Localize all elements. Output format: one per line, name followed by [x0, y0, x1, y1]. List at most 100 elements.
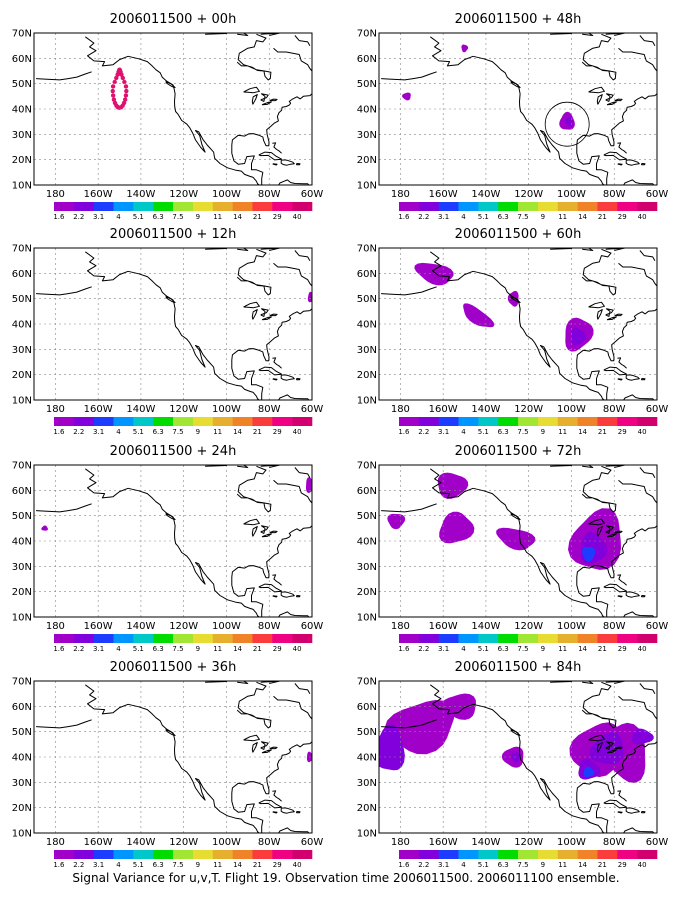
observation-point	[115, 72, 120, 77]
colorbar-swatch	[153, 417, 174, 426]
colorbar-label: 6.3	[153, 861, 164, 869]
lon-tick-label: 160W	[429, 837, 458, 848]
colorbar: 1.6 2.2 3.1 4 5.1 6.3 7.5 9 11 14 21 29 40	[398, 850, 658, 869]
colorbar-label: 3.1	[438, 645, 449, 653]
lat-tick-label: 60N	[357, 486, 377, 497]
colorbar-label: 14	[233, 213, 242, 221]
colorbar-swatch	[637, 417, 658, 426]
colorbar-label: 29	[273, 428, 282, 436]
colorbar-label: 4	[116, 645, 121, 653]
colorbar-label: 5.1	[478, 645, 489, 653]
lon-tick-label: 160W	[84, 404, 113, 415]
colorbar-swatch	[537, 202, 559, 211]
colorbar-label: 40	[638, 213, 647, 221]
lon-tick-label: 80W	[258, 837, 281, 848]
colorbar-swatch	[232, 202, 253, 211]
colorbar-swatch	[73, 634, 94, 643]
colorbar-label: 2.2	[73, 428, 84, 436]
colorbar-label: 11	[558, 645, 567, 653]
colorbar-swatch	[637, 634, 658, 643]
lat-tick-label: 40N	[12, 753, 32, 764]
lat-tick-label: 60N	[357, 702, 377, 713]
colorbar-swatch	[54, 202, 75, 211]
colorbar-swatch	[212, 417, 233, 426]
lon-tick-label: 60W	[646, 189, 669, 200]
lon-tick-label: 120W	[169, 189, 198, 200]
lat-tick-label: 70N	[357, 461, 377, 472]
lon-tick-label: 160W	[84, 621, 113, 632]
lat-tick-label: 60N	[357, 54, 377, 65]
map-panel: 2006011500 + 24h 10N 20N 30N 40N 50N 60N 70N 180…	[12, 444, 324, 653]
colorbar-swatch	[153, 634, 174, 643]
variance-contour	[439, 511, 475, 544]
lon-tick-label: 60W	[301, 837, 324, 848]
lon-tick-label: 120W	[514, 404, 543, 415]
colorbar-label: 14	[578, 428, 587, 436]
colorbar-swatch	[438, 850, 459, 859]
colorbar-label: 29	[618, 213, 627, 221]
colorbar-swatch	[113, 634, 134, 643]
colorbar-swatch	[617, 202, 638, 211]
colorbar-swatch	[399, 202, 420, 211]
colorbar-label: 7.5	[517, 645, 528, 653]
lat-tick-label: 50N	[12, 294, 32, 305]
colorbar-swatch	[73, 417, 94, 426]
panel-title: 2006011500 + 84h	[455, 660, 582, 675]
colorbar-swatch	[153, 850, 174, 859]
lat-tick-label: 20N	[12, 587, 32, 598]
colorbar-swatch	[637, 850, 658, 859]
colorbar-swatch	[292, 417, 313, 426]
lon-tick-label: 100W	[557, 621, 586, 632]
colorbar-label: 40	[293, 213, 302, 221]
colorbar-label: 6.3	[498, 861, 509, 869]
colorbar-swatch	[537, 417, 559, 426]
colorbar-swatch	[438, 634, 459, 643]
colorbar-label: 5.1	[133, 428, 144, 436]
lat-tick-label: 40N	[357, 320, 377, 331]
colorbar-swatch	[232, 850, 253, 859]
colorbar-swatch	[518, 850, 539, 859]
colorbar-label: 29	[618, 645, 627, 653]
lat-tick-label: 10N	[12, 829, 32, 840]
lon-tick-label: 80W	[258, 621, 281, 632]
colorbar-label: 6.3	[153, 213, 164, 221]
lon-tick-label: 120W	[169, 621, 198, 632]
colorbar: 1.6 2.2 3.1 4 5.1 6.3 7.5 9 11 14 21 29 40	[53, 202, 313, 221]
lat-tick-label: 60N	[12, 702, 32, 713]
lon-tick-label: 180	[46, 404, 65, 415]
lon-tick-label: 100W	[212, 404, 241, 415]
colorbar-swatch	[252, 850, 273, 859]
colorbar-swatch	[577, 417, 598, 426]
lat-tick-label: 10N	[12, 181, 32, 192]
colorbar-swatch	[133, 202, 154, 211]
colorbar-label: 11	[558, 861, 567, 869]
colorbar-label: 14	[578, 861, 587, 869]
map-panel: 2006011500 + 72h 10N 20N 30N 40N 50N 60N 70N 180…	[357, 444, 669, 653]
colorbar-swatch	[212, 202, 233, 211]
colorbar-swatch	[418, 850, 439, 859]
colorbar-label: 1.6	[53, 428, 65, 436]
colorbar-label: 5.1	[478, 861, 489, 869]
colorbar-swatch	[252, 634, 273, 643]
observation-point	[110, 93, 116, 98]
observation-point	[121, 100, 127, 106]
colorbar-label: 40	[293, 861, 302, 869]
colorbar-swatch	[557, 202, 578, 211]
colorbar-swatch	[438, 417, 459, 426]
lat-tick-label: 50N	[357, 79, 377, 90]
colorbar-swatch	[518, 634, 539, 643]
colorbar: 1.6 2.2 3.1 4 5.1 6.3 7.5 9 11 14 21 29 40	[398, 202, 658, 221]
lat-tick-label: 30N	[357, 130, 377, 141]
lat-tick-label: 10N	[12, 613, 32, 624]
colorbar-label: 9	[541, 645, 545, 653]
lon-tick-label: 60W	[301, 404, 324, 415]
lon-tick-label: 140W	[126, 189, 155, 200]
colorbar-swatch	[212, 634, 233, 643]
colorbar-swatch	[113, 202, 134, 211]
colorbar-label: 40	[638, 645, 647, 653]
colorbar-label: 7.5	[172, 428, 183, 436]
lon-tick-label: 140W	[126, 837, 155, 848]
colorbar-label: 9	[196, 428, 200, 436]
panel-title: 2006011500 + 72h	[455, 444, 582, 459]
lat-tick-label: 60N	[12, 54, 32, 65]
